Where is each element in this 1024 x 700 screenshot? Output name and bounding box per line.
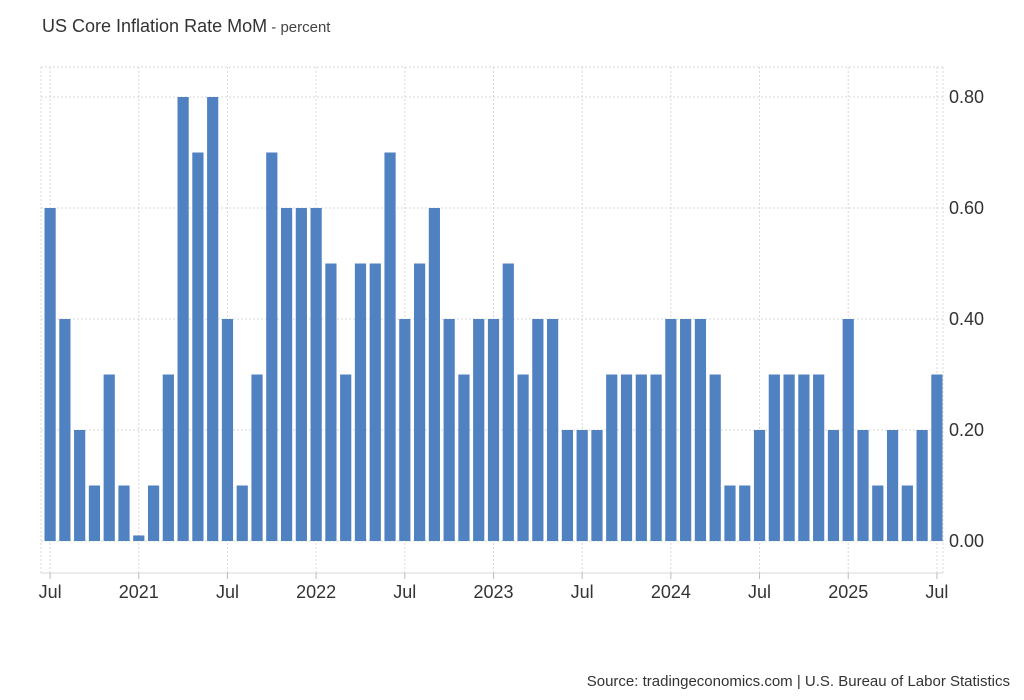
bar bbox=[620, 374, 633, 541]
chart-title: US Core Inflation Rate MoM bbox=[42, 16, 268, 36]
bar bbox=[591, 430, 603, 541]
source-note: Source: tradingeconomics.com | U.S. Bure… bbox=[586, 673, 1010, 690]
bar bbox=[399, 319, 411, 541]
bar bbox=[665, 319, 677, 541]
bar bbox=[354, 263, 367, 541]
bar bbox=[74, 430, 86, 541]
x-axis-ticks: Jul 2021 Jul 2022 Jul 2023 Jul 2024 Jul 2025 Jul bbox=[39, 582, 949, 602]
bar bbox=[103, 374, 115, 541]
x-tick-label: Jul bbox=[393, 582, 416, 602]
bar bbox=[709, 374, 721, 541]
bar bbox=[916, 430, 928, 541]
bar bbox=[680, 319, 692, 541]
x-tick-label: 2025 bbox=[828, 582, 868, 602]
bar bbox=[147, 485, 160, 541]
bar bbox=[694, 319, 707, 541]
x-tick-label: 2021 bbox=[119, 582, 159, 602]
bar bbox=[251, 374, 263, 541]
y-tick-label: 0.60 bbox=[949, 198, 984, 218]
bar bbox=[517, 374, 529, 541]
bar bbox=[576, 430, 588, 541]
bar bbox=[177, 97, 189, 541]
bar bbox=[931, 374, 943, 541]
bar bbox=[724, 485, 736, 541]
bar bbox=[827, 430, 840, 541]
bar bbox=[44, 208, 56, 541]
bar bbox=[221, 319, 234, 541]
bar bbox=[857, 430, 869, 541]
bar bbox=[428, 208, 440, 541]
y-tick-label: 0.80 bbox=[949, 87, 984, 107]
bar bbox=[606, 374, 618, 541]
bar bbox=[133, 535, 145, 541]
y-tick-label: 0.20 bbox=[949, 420, 984, 440]
x-tick-label: Jul bbox=[571, 582, 594, 602]
bar bbox=[266, 152, 278, 541]
bar bbox=[458, 374, 470, 541]
bars bbox=[44, 97, 943, 541]
x-tick-label: Jul bbox=[216, 582, 239, 602]
bar bbox=[280, 208, 293, 541]
bar bbox=[872, 485, 884, 541]
bar bbox=[650, 374, 662, 541]
x-tick-label: 2022 bbox=[296, 582, 336, 602]
bar bbox=[768, 374, 780, 541]
x-tick-label: Jul bbox=[39, 582, 62, 602]
bar bbox=[369, 263, 381, 541]
bar bbox=[753, 430, 766, 541]
bar bbox=[310, 208, 322, 541]
bar bbox=[798, 374, 810, 541]
bar bbox=[88, 485, 101, 541]
bar bbox=[901, 485, 913, 541]
bar bbox=[487, 319, 500, 541]
bar bbox=[59, 319, 71, 541]
bar bbox=[739, 485, 751, 541]
bar bbox=[783, 374, 795, 541]
x-tick-label: Jul bbox=[748, 582, 771, 602]
bar bbox=[414, 263, 426, 541]
bar bbox=[473, 319, 485, 541]
y-tick-label: 0.00 bbox=[949, 531, 984, 551]
bar bbox=[340, 374, 352, 541]
bar bbox=[295, 208, 307, 541]
bar bbox=[561, 430, 573, 541]
bar bbox=[635, 374, 647, 541]
bar bbox=[532, 319, 544, 541]
bar bbox=[162, 374, 174, 541]
bar bbox=[236, 485, 248, 541]
bar bbox=[325, 263, 337, 541]
bar bbox=[842, 319, 854, 541]
bar bbox=[443, 319, 455, 541]
chart-title-row: US Core Inflation Rate MoM - percent bbox=[42, 16, 330, 37]
x-tick-label: Jul bbox=[925, 582, 948, 602]
bar bbox=[192, 152, 204, 541]
bar bbox=[813, 374, 825, 541]
x-tick-label: 2024 bbox=[651, 582, 691, 602]
y-tick-label: 0.40 bbox=[949, 309, 984, 329]
y-axis-ticks: 0.00 0.20 0.40 0.60 0.80 bbox=[949, 87, 984, 551]
bar bbox=[502, 263, 514, 541]
bar bbox=[886, 430, 899, 541]
bar bbox=[207, 97, 219, 541]
bar bbox=[118, 485, 130, 541]
x-tick-label: 2023 bbox=[473, 582, 513, 602]
bar bbox=[384, 152, 396, 541]
subtitle-separator: - bbox=[267, 19, 281, 36]
bar bbox=[547, 319, 559, 541]
chart-subtitle: percent bbox=[280, 19, 331, 36]
